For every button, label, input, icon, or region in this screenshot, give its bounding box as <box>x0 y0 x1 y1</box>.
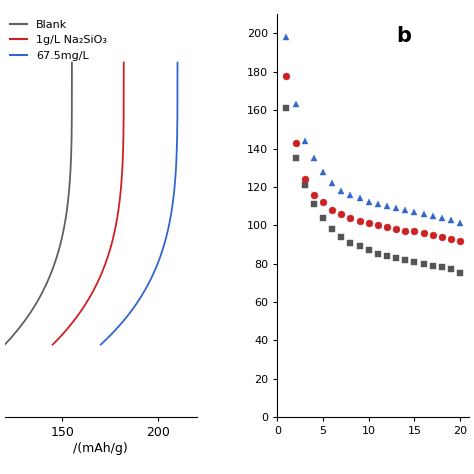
Text: b: b <box>396 27 411 46</box>
X-axis label: /(mAh/g): /(mAh/g) <box>73 442 128 455</box>
Legend: Blank, 1g/L Na₂SiO₃, 67.5mg/L: Blank, 1g/L Na₂SiO₃, 67.5mg/L <box>10 20 107 61</box>
